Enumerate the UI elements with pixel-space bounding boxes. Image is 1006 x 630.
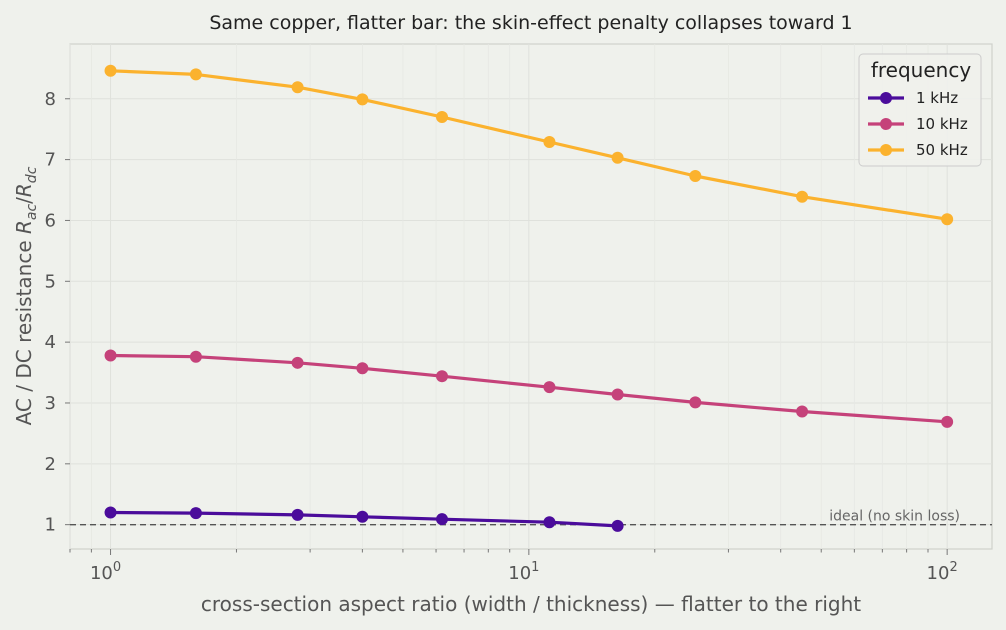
- y-tick-label: 5: [45, 271, 56, 292]
- data-point: [543, 516, 556, 529]
- legend-label: 1 kHz: [916, 89, 958, 107]
- y-tick-label: 8: [45, 89, 56, 110]
- legend: frequency 1 kHz 10 kHz 50 kHz: [858, 53, 982, 167]
- data-point: [104, 349, 117, 362]
- y-tick-label: 7: [45, 150, 56, 171]
- data-point: [356, 510, 369, 523]
- x-tick-label: 100: [90, 560, 121, 584]
- y-axis-math-r2: R: [12, 183, 36, 197]
- x-tick-base: 10: [927, 563, 950, 584]
- grid: [69, 44, 992, 549]
- data-point: [689, 170, 702, 183]
- reference-line-group: ideal (no skin loss): [70, 509, 992, 526]
- x-tick-exponent: 1: [531, 560, 539, 575]
- data-point: [436, 370, 449, 383]
- data-point: [941, 415, 954, 428]
- data-point: [796, 190, 809, 203]
- x-axis-label: cross-section aspect ratio (width / thic…: [201, 592, 861, 616]
- y-axis-math-sub1: ac: [24, 204, 40, 221]
- x-tick-exponent: 2: [949, 560, 957, 575]
- legend-label: 10 kHz: [916, 115, 968, 133]
- legend-box: [858, 53, 982, 167]
- y-axis-label: AC / DC resistance Rac/Rdc: [12, 166, 40, 425]
- y-tick-label: 2: [45, 454, 56, 475]
- legend-items: 1 kHz 10 kHz 50 kHz: [868, 89, 968, 159]
- data-point: [291, 508, 304, 521]
- y-tick-label: 6: [45, 210, 56, 231]
- series-group: [104, 64, 954, 532]
- y-tick-label: 3: [45, 393, 56, 414]
- y-axis-label-text: AC / DC resistance: [12, 240, 36, 425]
- legend-swatch-marker: [880, 118, 892, 130]
- series-line: [108, 353, 949, 424]
- y-axis-math-slash: /: [12, 197, 36, 204]
- legend-label: 50 kHz: [916, 141, 968, 159]
- data-point: [189, 350, 202, 363]
- data-point: [611, 388, 624, 401]
- data-point: [291, 356, 304, 369]
- legend-swatch-marker: [880, 92, 892, 104]
- series-0: [104, 506, 624, 532]
- data-point: [689, 396, 702, 409]
- reference-line-label: ideal (no skin loss): [829, 509, 960, 525]
- data-point: [543, 135, 556, 148]
- chart-title: Same copper, flatter bar: the skin-effec…: [209, 12, 852, 34]
- data-point: [291, 81, 304, 94]
- series-1: [104, 349, 954, 428]
- x-tick-base: 10: [90, 563, 113, 584]
- y-axis-math-sub2: dc: [24, 166, 40, 183]
- y-tick-label: 1: [45, 515, 56, 536]
- data-point: [941, 213, 954, 226]
- data-point: [796, 405, 809, 418]
- series-2: [104, 64, 954, 226]
- legend-swatch-marker: [880, 144, 892, 156]
- data-point: [104, 506, 117, 519]
- data-point: [611, 151, 624, 164]
- data-point: [436, 111, 449, 124]
- x-tick-label: 102: [927, 560, 958, 584]
- data-point: [189, 68, 202, 81]
- data-point: [611, 519, 624, 532]
- x-tick-base: 10: [508, 563, 531, 584]
- legend-title: frequency: [871, 58, 971, 82]
- plot-area: [69, 43, 993, 550]
- x-tick-label: 101: [508, 560, 539, 584]
- data-point: [104, 64, 117, 77]
- y-axis-math-r1: R: [12, 220, 36, 234]
- series-line: [108, 69, 949, 221]
- y-tick-label: 4: [45, 332, 56, 353]
- data-point: [189, 507, 202, 520]
- data-point: [543, 381, 556, 394]
- data-point: [356, 362, 369, 375]
- data-point: [356, 93, 369, 106]
- x-tick-exponent: 0: [113, 560, 121, 575]
- data-point: [436, 513, 449, 526]
